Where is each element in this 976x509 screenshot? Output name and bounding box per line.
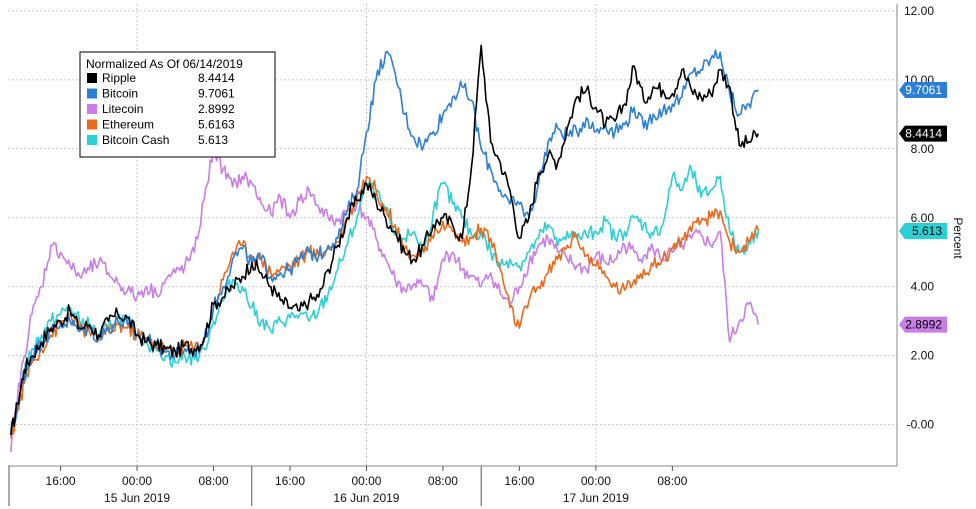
x-tick-label: 00:00 [122, 474, 152, 488]
legend-series-name: Bitcoin Cash [102, 133, 169, 147]
last-value-tag-text: 5.613 [912, 224, 942, 238]
legend-series-value: 5.6163 [198, 118, 235, 132]
legend-swatch [87, 119, 97, 130]
x-tick-label: 16:00 [275, 474, 305, 488]
legend-swatch [87, 135, 97, 145]
x-axis: 16:00 00:00 08:00 16:00 00:00 08:00 16:00 00:00… [8, 465, 897, 506]
legend-swatch [87, 88, 97, 99]
last-value-tag-text: 8.4414 [905, 127, 942, 141]
legend-swatch [87, 73, 97, 83]
last-value-tag: 8.4414 [899, 125, 947, 142]
legend-series-value: 8.4414 [198, 71, 235, 85]
y-tick-label: 12.00 [904, 4, 934, 18]
legend-title: Normalized As Of 06/14/2019 [86, 57, 243, 71]
x-tick-label: 08:00 [199, 474, 229, 488]
legend-series-name: Ethereum [102, 118, 154, 132]
legend-series-value: 9.7061 [198, 87, 235, 101]
legend-series-name: Ripple [102, 71, 136, 85]
y-tick-label: -0.00 [907, 418, 935, 432]
last-value-tag-bg [899, 316, 947, 333]
x-tick-label: 08:00 [657, 474, 687, 488]
series-line-litecoin [10, 148, 760, 453]
legend-series-name: Litecoin [102, 102, 143, 116]
last-value-tag-bg [899, 81, 947, 98]
last-value-tag-text: 2.8992 [905, 318, 942, 332]
last-value-tag-text: 9.7061 [905, 83, 942, 97]
x-tick-label: 08:00 [428, 474, 458, 488]
legend-series-name: Bitcoin [102, 87, 138, 101]
x-day-label: 15 Jun 2019 [104, 491, 170, 505]
series-line-bitcoin-cash [10, 164, 760, 436]
y-axis-label: Percent [951, 217, 965, 259]
y-tick-label: 8.00 [911, 142, 935, 156]
last-value-tag-bg [899, 223, 947, 240]
last-value-tag: 9.7061 [899, 81, 947, 98]
legend-series-value: 2.8992 [198, 102, 235, 116]
x-tick-label: 00:00 [351, 474, 381, 488]
y-tick-label: 4.00 [911, 280, 935, 294]
legend-swatch [87, 104, 97, 114]
x-tick-label: 16:00 [504, 474, 534, 488]
last-value-tag: 5.613 [899, 223, 947, 240]
x-tick-label: 00:00 [581, 474, 611, 488]
last-value-tag-bg [899, 125, 947, 142]
legend-box [79, 51, 276, 158]
x-day-label: 17 Jun 2019 [563, 491, 629, 505]
y-tick-label: 2.00 [911, 349, 935, 363]
series-lines [10, 44, 760, 453]
last-value-tag: 2.8992 [899, 316, 947, 333]
y-tick-label: 6.00 [911, 211, 935, 225]
series-line-ripple [10, 44, 760, 436]
legend: Normalized As Of 06/14/2019 Ripple 8.4414… [79, 51, 276, 158]
x-tick-label: 16:00 [46, 474, 76, 488]
x-day-label: 16 Jun 2019 [333, 491, 399, 505]
legend-series-value: 5.613 [198, 133, 228, 147]
